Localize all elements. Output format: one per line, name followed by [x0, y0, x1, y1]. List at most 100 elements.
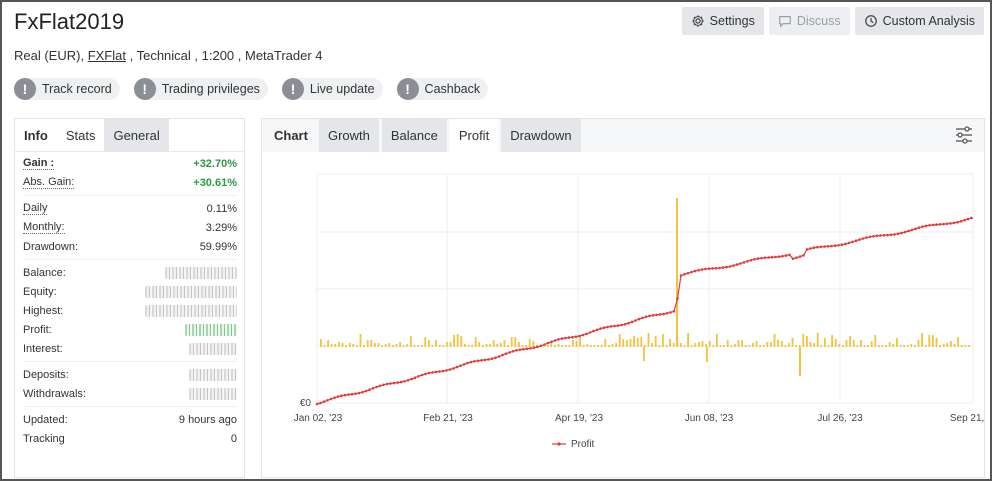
profit-point	[900, 231, 903, 235]
profit-point	[774, 255, 777, 259]
profit-bar	[460, 336, 463, 347]
profit-point	[725, 265, 728, 269]
profit-point	[634, 319, 637, 322]
profit-bar	[593, 345, 596, 347]
profit-bar	[856, 345, 859, 347]
abs-gain-value: +30.61%	[193, 176, 237, 189]
profit-bar	[456, 334, 459, 347]
badge-trading-privileges[interactable]: ! Trading privileges	[133, 78, 268, 100]
profit-point	[858, 238, 861, 241]
abs-gain-label[interactable]: Abs. Gain:	[23, 176, 75, 189]
profit-point	[819, 245, 823, 249]
profit-point	[711, 267, 714, 270]
profit-bar	[708, 341, 711, 347]
daily-value: 0.11%	[206, 202, 237, 215]
profit-bar	[867, 345, 869, 347]
profit-bar	[719, 345, 722, 347]
custom-analysis-button[interactable]: Custom Analysis	[854, 7, 984, 35]
profit-point	[543, 343, 546, 346]
profit-point	[924, 224, 928, 228]
monthly-label[interactable]: Monthly:	[23, 221, 65, 234]
highest-label: Highest:	[23, 304, 64, 317]
profit-point	[322, 400, 326, 403]
broker-link[interactable]: FXFlat	[87, 48, 126, 63]
profit-point	[340, 394, 343, 397]
profit-bar	[554, 345, 556, 347]
profit-point	[459, 364, 462, 367]
profit-bar	[438, 345, 441, 347]
settings-label: Settings	[709, 14, 755, 28]
profit-bar	[816, 333, 819, 347]
profit-bar	[492, 340, 495, 347]
profit-bar	[831, 335, 833, 347]
profit-bar	[672, 343, 675, 347]
profit-bar	[824, 338, 826, 347]
profit-point	[837, 244, 840, 247]
daily-label[interactable]: Daily	[23, 202, 48, 215]
tab-stats[interactable]: Stats	[65, 127, 96, 143]
tab-drawdown[interactable]: Drawdown	[501, 119, 581, 152]
profit-point	[791, 257, 795, 261]
profit-point	[840, 243, 844, 246]
daily-profit-bars	[320, 198, 970, 376]
stats-list: Gain : +32.70% Abs. Gain: +30.61% Daily 0.1…	[15, 152, 244, 448]
tab-balance[interactable]: Balance	[381, 119, 447, 152]
profit-point	[427, 371, 431, 375]
profit-point	[375, 385, 378, 389]
profit-point	[406, 379, 410, 382]
badge-cashback[interactable]: ! Cashback	[396, 78, 489, 100]
filter-settings-icon[interactable]	[954, 125, 974, 145]
stat-gain: Gain : +32.70%	[23, 154, 237, 173]
y-axis-ticks: €0	[300, 398, 312, 409]
profit-bar	[730, 345, 733, 347]
profit-bar	[669, 339, 671, 347]
profit-point	[490, 357, 494, 360]
profit-bar	[762, 345, 765, 347]
tab-info[interactable]: Info	[24, 127, 48, 143]
profit-point	[970, 216, 973, 220]
profit-bar	[633, 336, 635, 347]
profit-bar	[888, 342, 891, 347]
profit-bar	[474, 337, 477, 347]
tab-general[interactable]: General	[104, 119, 169, 151]
profit-point	[732, 264, 735, 267]
profit-bar	[680, 343, 682, 347]
tab-growth[interactable]: Growth	[318, 119, 379, 152]
profit-bar	[917, 340, 920, 347]
badge-live-update[interactable]: ! Live update	[281, 78, 383, 100]
profit-bar	[467, 345, 470, 347]
profit-point	[669, 311, 672, 314]
settings-button[interactable]: Settings	[681, 7, 764, 35]
drawdown-value: 59.99%	[199, 240, 237, 253]
profit-point	[399, 380, 403, 384]
profit-point	[469, 360, 473, 364]
profit-point	[693, 269, 697, 273]
profit-bar	[654, 336, 657, 347]
gain-label[interactable]: Gain :	[23, 157, 55, 170]
profit-point	[480, 359, 483, 362]
gear-icon	[691, 15, 704, 27]
tab-profit[interactable]: Profit	[449, 119, 499, 152]
profit-point	[830, 244, 833, 248]
profit-bar	[384, 344, 387, 347]
profit-point	[564, 336, 567, 340]
profit-bar	[525, 345, 527, 347]
profit-point	[781, 254, 784, 258]
y-tick-label: €0	[300, 398, 312, 409]
badge-track-record[interactable]: ! Track record	[14, 78, 120, 100]
profit-bar	[446, 342, 448, 347]
gain-value: +32.70%	[193, 157, 237, 170]
discuss-button[interactable]: Discuss	[768, 7, 850, 35]
profit-bar	[464, 344, 466, 347]
profit-bar	[773, 334, 776, 347]
divider	[23, 195, 237, 196]
profit-point	[931, 223, 935, 227]
profit-bar	[514, 337, 517, 347]
profit-point	[823, 245, 826, 248]
profit-bar	[622, 339, 625, 347]
profit-point	[658, 313, 662, 316]
profit-point	[753, 258, 756, 261]
profit-point	[697, 268, 700, 272]
profit-bar	[870, 341, 873, 347]
profit-bar	[640, 337, 643, 347]
